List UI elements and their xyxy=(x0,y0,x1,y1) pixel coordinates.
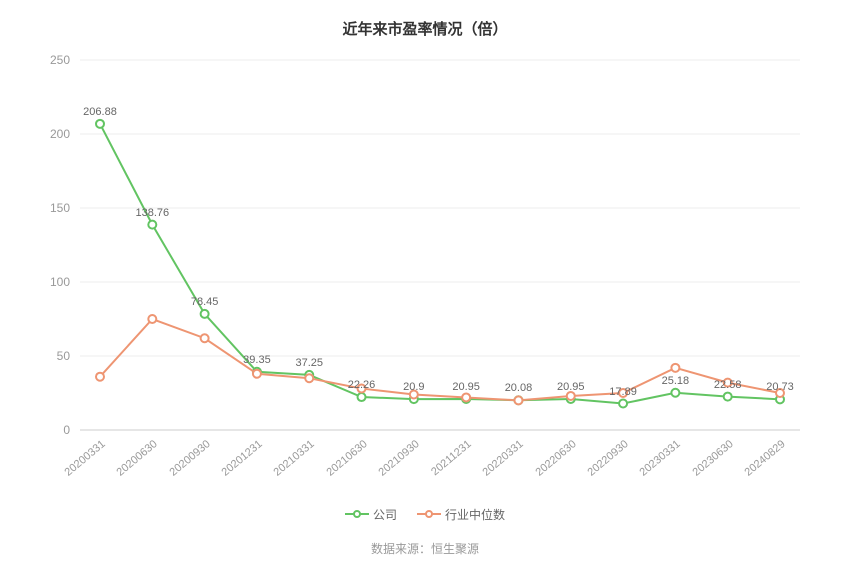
data-label: 39.35 xyxy=(243,354,271,366)
data-label: 206.88 xyxy=(83,106,117,118)
data-label: 22.26 xyxy=(348,379,376,391)
x-tick-label: 20200630 xyxy=(115,438,160,479)
data-label: 17.89 xyxy=(609,386,637,398)
data-label: 20.95 xyxy=(557,381,585,393)
data-label: 37.25 xyxy=(295,357,323,369)
legend-item[interactable]: 行业中位数 xyxy=(417,506,505,523)
x-tick-label: 20211231 xyxy=(429,438,474,478)
data-label: 25.18 xyxy=(662,375,690,387)
legend-label: 行业中位数 xyxy=(445,506,505,523)
data-label: 78.45 xyxy=(191,296,219,308)
pe-ratio-chart: 近年来市盈率情况（倍） 0501001502002502020033120200… xyxy=(0,0,850,575)
legend-swatch xyxy=(417,508,441,520)
x-tick-label: 20220930 xyxy=(586,438,631,479)
y-tick-label: 50 xyxy=(57,349,70,363)
x-tick-label: 20210630 xyxy=(324,438,369,479)
legend-item[interactable]: 公司 xyxy=(345,506,397,523)
y-tick-label: 0 xyxy=(63,423,70,437)
chart-title: 近年来市盈率情况（倍） xyxy=(0,0,850,39)
chart-legend: 公司 行业中位数 xyxy=(0,506,850,526)
data-label: 20.73 xyxy=(766,381,794,393)
x-tick-label: 20200331 xyxy=(62,438,107,479)
y-tick-label: 150 xyxy=(50,201,70,215)
plot-svg xyxy=(80,60,800,430)
x-tick-label: 20220630 xyxy=(533,438,578,479)
data-label: 138.76 xyxy=(135,207,169,219)
x-tick-label: 20230331 xyxy=(638,438,683,479)
plot-area: 0501001502002502020033120200630202009302… xyxy=(80,60,800,430)
x-tick-label: 20201231 xyxy=(219,438,264,479)
y-tick-label: 100 xyxy=(50,275,70,289)
legend-label: 公司 xyxy=(373,506,397,523)
y-tick-label: 200 xyxy=(50,127,70,141)
data-label: 20.9 xyxy=(403,381,424,393)
x-tick-label: 20220331 xyxy=(481,438,526,479)
x-tick-label: 20240829 xyxy=(742,438,787,479)
data-label: 20.08 xyxy=(505,382,533,394)
data-label: 22.58 xyxy=(714,379,742,391)
data-label: 20.95 xyxy=(452,381,480,393)
x-tick-label: 20200930 xyxy=(167,438,212,479)
x-tick-label: 20210930 xyxy=(376,438,421,479)
y-tick-label: 250 xyxy=(50,53,70,67)
chart-footer: 数据来源：恒生聚源 xyxy=(0,540,850,557)
x-tick-label: 20230630 xyxy=(690,438,735,479)
legend-swatch xyxy=(345,508,369,520)
x-tick-label: 20210331 xyxy=(272,438,317,479)
